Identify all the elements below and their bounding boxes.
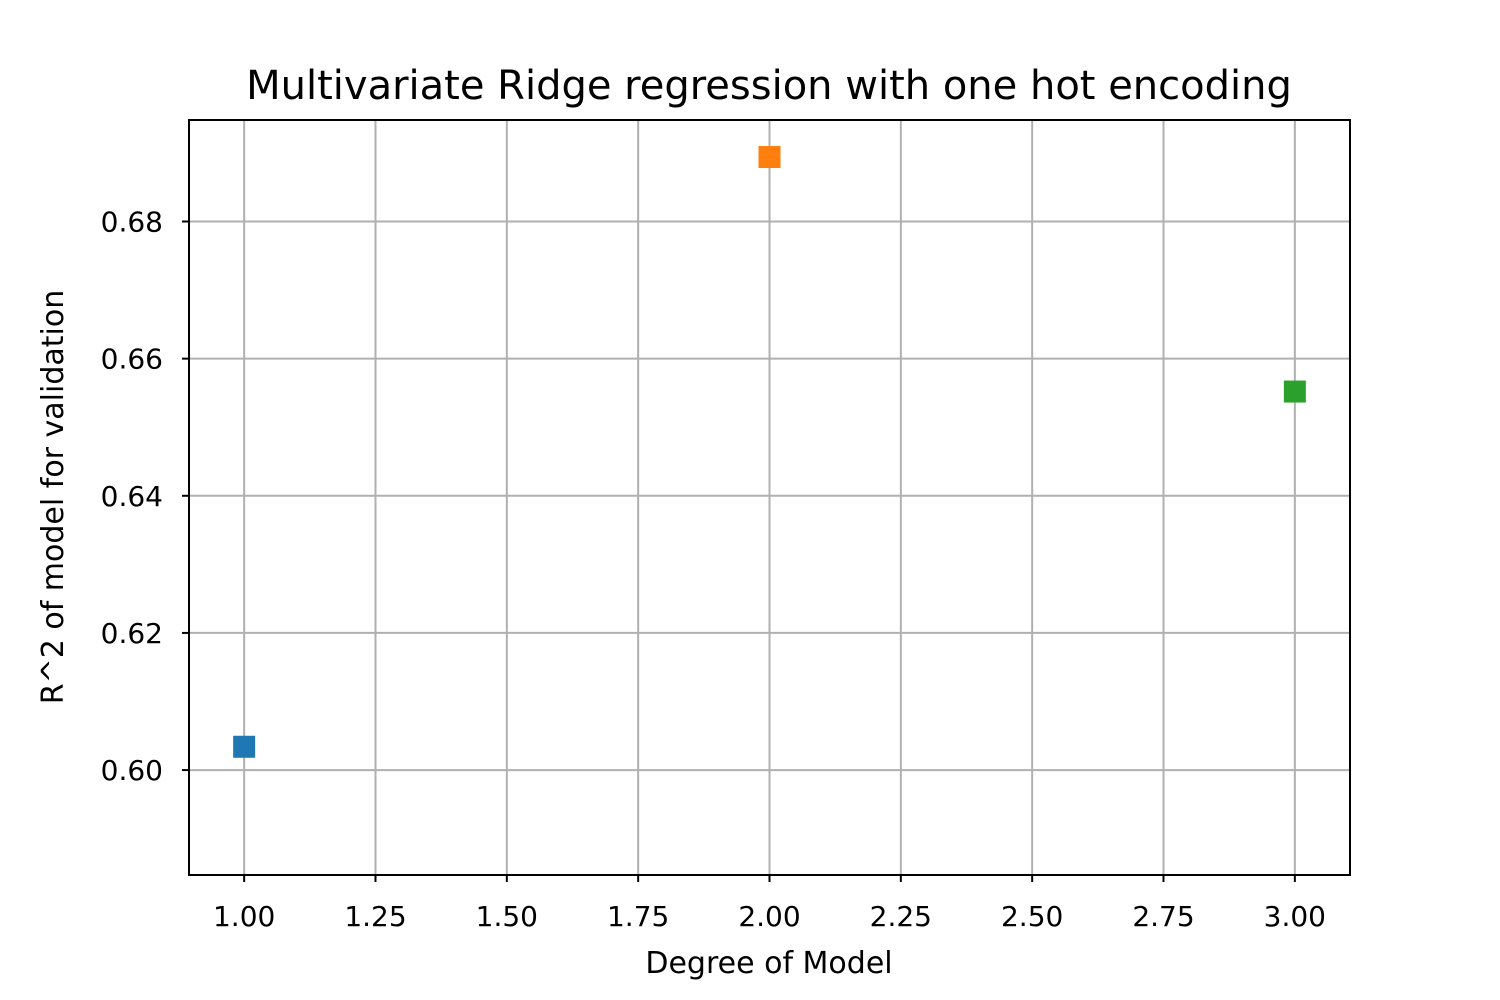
y-axis-label: R^2 of model for validation xyxy=(36,290,71,705)
x-tick-label: 1.25 xyxy=(344,900,406,933)
x-tick-label: 2.25 xyxy=(870,900,932,933)
x-tick-label: 2.00 xyxy=(738,900,800,933)
data-points xyxy=(233,146,1306,758)
y-tick-label: 0.62 xyxy=(101,617,163,650)
chart-title: Multivariate Ridge regression with one h… xyxy=(246,63,1292,109)
y-tick-label: 0.66 xyxy=(101,343,163,376)
plot-frame xyxy=(188,119,1351,876)
data-point xyxy=(758,146,781,169)
data-point xyxy=(233,735,256,758)
grid xyxy=(189,120,1350,875)
y-tick-label: 0.64 xyxy=(101,480,163,513)
x-tick-label: 3.00 xyxy=(1264,900,1326,933)
x-tick-label: 1.00 xyxy=(213,900,275,933)
data-point xyxy=(1283,380,1306,403)
x-tick-label: 2.50 xyxy=(1001,900,1063,933)
x-tick-label: 2.75 xyxy=(1132,900,1194,933)
x-tick-label: 1.50 xyxy=(476,900,538,933)
y-tick-label: 0.68 xyxy=(101,205,163,238)
y-tick-label: 0.60 xyxy=(101,754,163,787)
x-tick-label: 1.75 xyxy=(607,900,669,933)
x-axis-label: Degree of Model xyxy=(645,946,892,981)
axis-ticks: 1.00 1.25 1.50 1.75 2.00 2.25 2.50 2.75 3.00 0.60… xyxy=(101,205,1326,933)
